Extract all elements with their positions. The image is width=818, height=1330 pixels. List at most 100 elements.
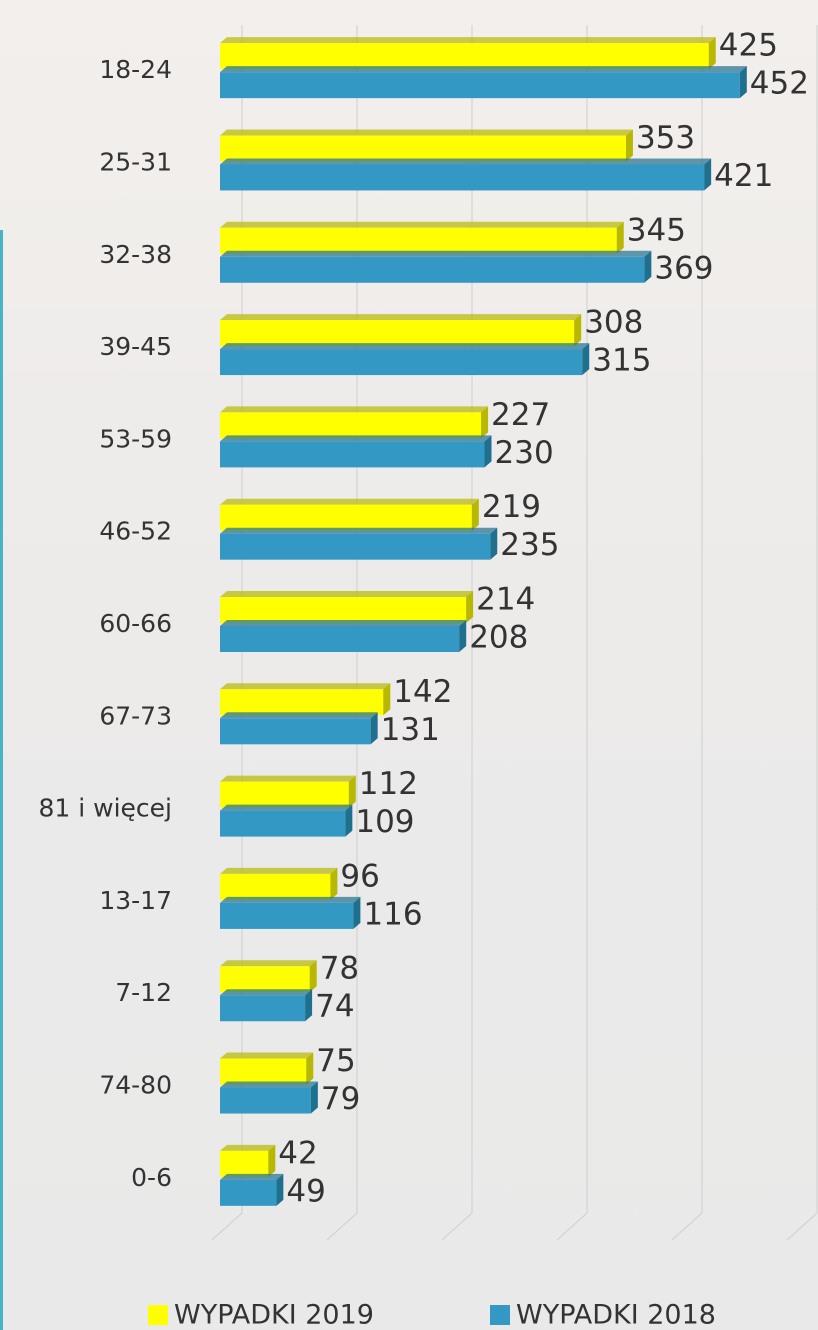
bar [220,1179,277,1206]
bar-side [370,712,378,745]
bar-top [220,406,489,413]
value-label: 131 [381,712,440,748]
bar-top [220,712,378,719]
bar-top [220,804,353,811]
value-label: 116 [363,896,422,932]
bar-top [220,527,498,534]
value-label: 74 [315,989,354,1025]
legend-swatch [490,1305,510,1325]
category-label: 39-45 [99,332,172,361]
bar [220,412,482,439]
category-label: 0-6 [131,1163,172,1192]
legend-label: WYPADKI 2018 [516,1300,716,1330]
value-label: 75 [316,1043,355,1079]
bar [220,43,709,70]
value-label: 345 [627,212,686,248]
category-label: 67-73 [99,701,172,730]
bar-top [220,343,590,350]
grid-floor [326,1212,358,1241]
bar [220,597,467,623]
value-label: 208 [469,620,528,656]
bar-side [310,1081,318,1114]
bar-side [739,66,747,99]
bar-side [616,221,624,254]
bar-side [625,129,633,162]
bar [220,626,460,652]
bar-top [220,250,652,257]
category-label: 60-66 [99,609,172,638]
bar-side [348,775,356,808]
bar [220,1087,311,1114]
bar-side [481,406,489,439]
bar [220,227,617,254]
bar [220,873,331,900]
value-label: 353 [636,120,695,156]
category-label: 46-52 [99,517,172,546]
value-label: 214 [476,582,535,618]
bar-side [353,896,361,929]
value-label: 78 [320,951,359,987]
grid-floor [671,1212,703,1241]
bar-top [220,66,747,73]
bar [220,995,306,1022]
grid-floor [441,1212,473,1241]
side-accent [0,230,3,1330]
value-label: 315 [592,343,651,379]
bar-top [220,1052,314,1059]
grid-floor [786,1212,818,1241]
bar-top [220,989,313,996]
bar-top [220,867,338,874]
bar [220,135,626,162]
category-label: 53-59 [99,424,172,453]
bar-top [220,314,582,321]
bar-side [345,804,353,837]
value-label: 452 [750,66,809,102]
bar-side [466,591,474,623]
category-label: 32-38 [99,240,172,269]
bar-side [582,343,590,376]
bar-top [220,221,624,228]
bar [220,966,310,993]
bar-top [220,960,317,967]
value-label: 369 [654,250,713,286]
bar-top [220,620,467,626]
bar-top [220,1081,318,1088]
bar-side [268,1144,276,1177]
bar-top [220,775,356,782]
grid-floor [556,1212,588,1241]
value-label: 421 [714,158,773,194]
bar [220,533,491,560]
value-label: 49 [286,1173,325,1209]
bar [220,164,705,191]
legend-swatch [148,1305,168,1325]
value-label: 227 [491,397,550,433]
bar [220,1150,269,1177]
bar-top [220,158,712,165]
bar [220,902,354,929]
bar [220,1058,307,1085]
value-label: 235 [500,527,559,563]
bar-side [305,989,313,1022]
bar-side [459,620,467,652]
value-label: 79 [321,1081,360,1117]
bar-side [306,1052,314,1085]
bar [220,72,740,99]
bar-side [708,37,716,70]
bar [220,441,485,468]
bar-top [220,1173,284,1180]
bar-side [276,1173,284,1206]
value-label: 425 [719,28,778,64]
value-label: 42 [278,1135,317,1171]
bar-top [220,129,633,136]
bar-side [471,498,479,531]
category-label: 81 i więcej [39,794,173,823]
value-label: 142 [393,674,452,710]
bar-side [574,314,582,347]
bar-top [220,37,716,44]
bar-top [220,591,474,597]
category-label: 74-80 [99,1071,172,1100]
value-label: 96 [340,858,379,894]
value-label: 112 [359,766,418,802]
bar [220,504,472,531]
bar-side [484,435,492,468]
